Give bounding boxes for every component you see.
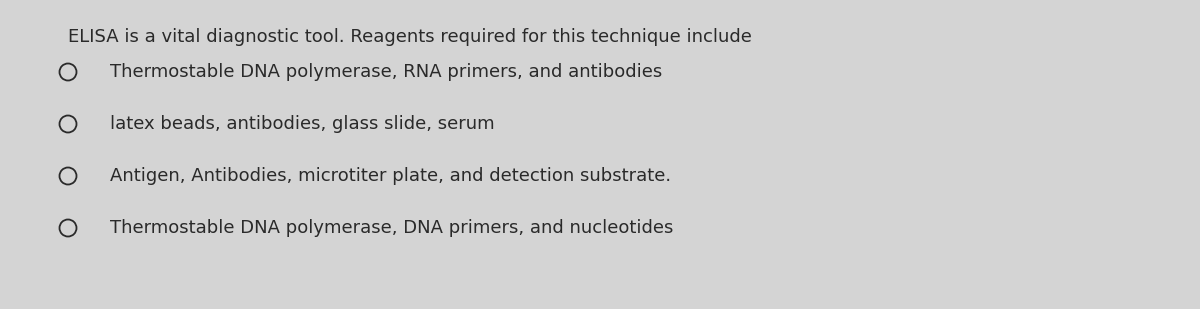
Text: Thermostable DNA polymerase, DNA primers, and nucleotides: Thermostable DNA polymerase, DNA primers… [110, 219, 673, 237]
Text: Thermostable DNA polymerase, RNA primers, and antibodies: Thermostable DNA polymerase, RNA primers… [110, 63, 662, 81]
Text: ELISA is a vital diagnostic tool. Reagents required for this technique include: ELISA is a vital diagnostic tool. Reagen… [68, 28, 752, 46]
Text: Antigen, Antibodies, microtiter plate, and detection substrate.: Antigen, Antibodies, microtiter plate, a… [110, 167, 671, 185]
Text: latex beads, antibodies, glass slide, serum: latex beads, antibodies, glass slide, se… [110, 115, 494, 133]
